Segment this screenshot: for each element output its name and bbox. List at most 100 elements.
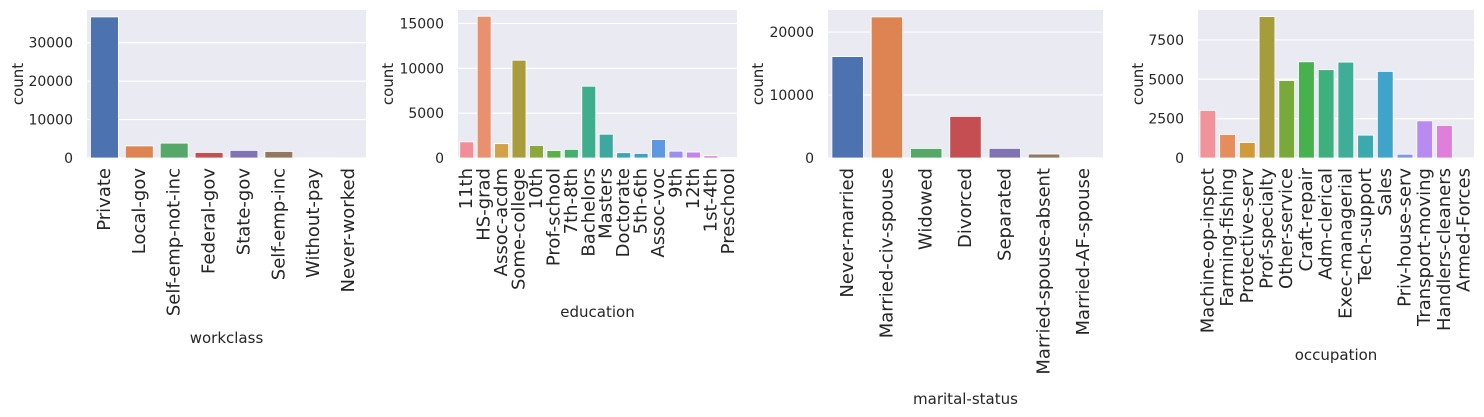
- bar-12th: [686, 151, 701, 159]
- y-axis-label: count: [1129, 63, 1147, 105]
- x-tick-label: HS-grad: [474, 168, 495, 241]
- subplot-workclass: 0 10000 20000 30000 Private Local-gov Self-emp…: [9, 10, 366, 347]
- bar-Self-emp-not-inc: [159, 142, 189, 159]
- bar-11th: [459, 141, 475, 159]
- x-tick-label: Sales: [1375, 168, 1396, 216]
- bar-Never-married: [831, 56, 864, 159]
- x-tick-label: Divorced: [955, 168, 976, 248]
- x-tick-label: Without-pay: [303, 168, 324, 278]
- x-tick-label: State-gov: [233, 168, 254, 256]
- bar-9th: [668, 150, 684, 159]
- x-tick-label: Federal-gov: [199, 168, 220, 274]
- bar-Self-emp-inc: [264, 151, 294, 159]
- bar-Masters: [598, 133, 614, 159]
- bar-Handlers-cleaners: [1436, 125, 1453, 159]
- bar-Assoc-voc: [651, 139, 666, 159]
- x-tick-label: Priv-house-serv: [1395, 168, 1416, 307]
- subplot-marital-status: 0 10000 20000 Never-married Married-civ-spou…: [749, 10, 1103, 408]
- x-tick-label: Local-gov: [129, 168, 150, 255]
- y-tick-label: 2500: [1148, 112, 1184, 128]
- bar-Married-spouse-absent: [1027, 153, 1061, 159]
- x-tick-label: Other-service: [1276, 168, 1297, 289]
- x-tick-label: Exec-managerial: [1335, 168, 1356, 319]
- bar-Protective-serv: [1239, 142, 1256, 159]
- subplot-occupation: 0 2500 5000 7500 Machine-op-inspctFarming-fi…: [1129, 10, 1475, 364]
- bar-Divorced: [949, 116, 982, 159]
- x-tick-label: Machine-op-inspct: [1197, 168, 1218, 333]
- x-tick-label: Private: [94, 168, 115, 231]
- x-tick-label: Bachelors: [578, 168, 599, 257]
- x-tick-label: 9th: [665, 168, 686, 198]
- x-tick-label: Preschool: [718, 168, 739, 254]
- y-tick-label: 10000: [399, 61, 444, 77]
- x-tick-label: Self-emp-not-inc: [164, 168, 185, 316]
- bar-Adm-clerical: [1317, 69, 1335, 159]
- bar-Widowed: [910, 148, 943, 159]
- x-tick-label: Masters: [596, 168, 617, 239]
- x-tick-label: 7th-8th: [561, 168, 582, 234]
- x-tick-label: Armed-Forces: [1454, 168, 1475, 292]
- bar-Assoc-acdm: [494, 143, 509, 159]
- x-tick-label: Married-civ-spouse: [876, 168, 897, 338]
- x-tick-label: Transport-moving: [1414, 168, 1435, 327]
- y-axis-label: count: [379, 63, 397, 105]
- bar-Doctorate: [616, 152, 632, 159]
- y-tick-label: 20000: [28, 74, 73, 90]
- x-tick-label: 5th-6th: [631, 168, 652, 234]
- x-tick-label: Married-spouse-absent: [1034, 168, 1055, 375]
- y-tick-label: 10000: [769, 88, 814, 104]
- x-tick-label: 1st-4th: [700, 168, 721, 232]
- y-tick-label: 0: [805, 151, 814, 167]
- bar-5th-6th: [633, 153, 649, 159]
- bar-Priv-house-serv: [1396, 153, 1414, 159]
- bar-Machine-op-inspct: [1199, 110, 1217, 159]
- plot-area: [87, 10, 366, 158]
- y-tick-label: 0: [64, 151, 73, 167]
- x-tick-label: Married-AF-spouse: [1073, 168, 1094, 335]
- bar-Prof-specialty: [1258, 16, 1276, 159]
- x-tick-label: Doctorate: [613, 168, 634, 257]
- bar-Farming-fishing: [1219, 134, 1236, 159]
- x-axis-label: workclass: [190, 329, 264, 347]
- x-axis-label: education: [560, 303, 634, 321]
- bar-Craft-repair: [1298, 61, 1315, 159]
- bar-Local-gov: [124, 145, 154, 159]
- bar-Exec-managerial: [1337, 61, 1355, 159]
- bar-Tech-support: [1357, 134, 1374, 159]
- bar-Other-service: [1278, 80, 1296, 159]
- x-tick-label: Widowed: [916, 168, 937, 250]
- y-tick-label: 0: [1175, 151, 1184, 167]
- x-axis-label: occupation: [1295, 346, 1378, 364]
- x-tick-label: Adm-clerical: [1316, 168, 1337, 280]
- bar-Bachelors: [581, 85, 597, 159]
- y-axis-label: count: [749, 63, 767, 105]
- bar-Prof-school: [546, 150, 562, 159]
- bar-Married-civ-spouse: [870, 16, 904, 159]
- bar-10th: [529, 145, 544, 159]
- x-tick-label: Farming-fishing: [1217, 168, 1238, 307]
- x-tick-label: 10th: [526, 168, 547, 209]
- bar-Federal-gov: [194, 152, 224, 159]
- y-axis-label: count: [9, 63, 27, 105]
- y-tick-label: 7500: [1148, 33, 1184, 49]
- bar-Preschool: [720, 156, 736, 159]
- x-tick-label: Handlers-cleaners: [1434, 168, 1455, 331]
- bar-Transport-moving: [1416, 120, 1434, 159]
- bar-Private: [90, 16, 119, 159]
- x-tick-label: 11th: [456, 168, 477, 209]
- x-tick-label: Craft-repair: [1296, 167, 1317, 271]
- bar-Sales: [1377, 71, 1394, 159]
- y-tick-label: 5000: [408, 106, 444, 122]
- x-tick-label: Prof-specialty: [1257, 168, 1278, 289]
- bar-7th-8th: [563, 148, 579, 159]
- y-tick-label: 30000: [28, 36, 73, 52]
- x-tick-label: Assoc-voc: [648, 168, 669, 258]
- y-tick-label: 20000: [769, 25, 814, 41]
- bar-1st-4th: [703, 155, 719, 159]
- x-tick-label: Some-college: [509, 168, 530, 290]
- x-tick-label: Never-married: [837, 168, 858, 298]
- bar-Some-college: [511, 59, 527, 159]
- x-tick-label: Protective-serv: [1237, 168, 1258, 304]
- x-axis-label: marital-status: [913, 390, 1018, 408]
